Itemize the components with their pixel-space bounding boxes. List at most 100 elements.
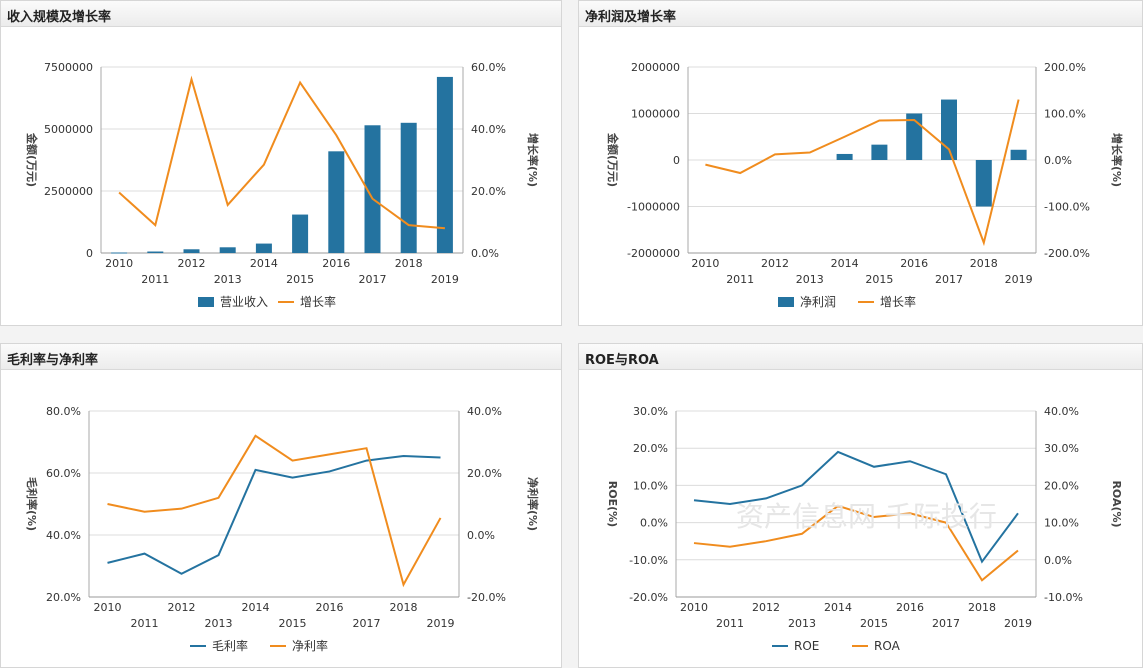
panel-net-profit: 净利润及增长率 2000000 1000000 0 -1000000 -2000000 2…	[578, 0, 1143, 326]
right-axis-title: 净利率(%)	[526, 477, 540, 531]
left-axis-title: 金额(万元)	[606, 132, 620, 187]
left-tick-label: 1000000	[631, 108, 680, 121]
x-tick-label: 2015	[865, 273, 893, 286]
legend-label: 净利率	[292, 638, 328, 653]
x-tick-label: 2019	[427, 617, 455, 630]
x-tick-label: 2017	[932, 617, 960, 630]
right-tick-label: 40.0%	[467, 405, 502, 418]
right-tick-label: 200.0%	[1044, 61, 1086, 74]
right-tick-label: 40.0%	[471, 123, 506, 136]
right-tick-label: 60.0%	[471, 61, 506, 74]
x-tick-label: 2018	[970, 257, 998, 270]
left-tick-label: 10.0%	[633, 479, 668, 492]
x-tick-label: 2012	[752, 601, 780, 614]
x-tick-label: 2010	[680, 601, 708, 614]
legend-swatch	[198, 297, 214, 307]
x-tick-label: 2016	[322, 257, 350, 270]
left-tick-label: 60.0%	[46, 467, 81, 480]
bar	[436, 76, 453, 253]
legend-label: 毛利率	[212, 638, 248, 653]
x-tick-label: 2015	[279, 617, 307, 630]
x-tick-label: 2014	[831, 257, 859, 270]
right-axis-title: 增长率(%)	[526, 133, 540, 187]
x-tick-label: 2015	[286, 273, 314, 286]
watermark: 资产信息网 千际投行	[736, 500, 997, 533]
x-tick-label: 2010	[105, 257, 133, 270]
left-tick-label: 5000000	[44, 123, 93, 136]
x-tick-label: 2014	[242, 601, 270, 614]
left-tick-label: 20.0%	[46, 591, 81, 604]
x-tick-label: 2019	[1005, 273, 1033, 286]
left-tick-label: 0.0%	[640, 517, 668, 530]
right-series-line	[693, 504, 1019, 582]
bar	[1010, 149, 1027, 160]
left-tick-label: 0	[86, 247, 93, 260]
x-tick-label: 2010	[691, 257, 719, 270]
left-series-line	[693, 450, 1019, 564]
right-tick-label: -200.0%	[1044, 247, 1090, 260]
x-tick-label: 2017	[935, 273, 963, 286]
bar	[255, 243, 272, 253]
x-tick-label: 2013	[205, 617, 233, 630]
x-tick-label: 2012	[168, 601, 196, 614]
legend-label: ROA	[874, 639, 901, 653]
left-tick-label: 7500000	[44, 61, 93, 74]
left-tick-label: 40.0%	[46, 529, 81, 542]
x-tick-label: 2017	[359, 273, 387, 286]
panel-title: 净利润及增长率	[585, 10, 677, 25]
left-axis-title: 金额(万元)	[25, 132, 39, 187]
margins-chart: 80.0% 60.0% 40.0% 20.0% 40.0% 20.0% 0.0% -20.0%…	[25, 405, 540, 653]
bar	[975, 160, 992, 207]
left-tick-label: 0	[673, 154, 680, 167]
right-tick-label: 40.0%	[1044, 405, 1079, 418]
legend-swatch	[778, 297, 794, 307]
right-tick-label: 30.0%	[1044, 442, 1079, 455]
x-tick-label: 2012	[761, 257, 789, 270]
left-tick-label: -10.0%	[629, 554, 668, 567]
right-tick-label: 0.0%	[1044, 154, 1072, 167]
panel-margins: 毛利率与净利率 80.0% 60.0% 40.0% 20.0% 40.0% 20.0% 0.…	[0, 343, 562, 668]
panel-roe-roa: ROE与ROA 30.0% 20.0% 10.0% 0.0% -10.0% -20.0% 4…	[578, 343, 1143, 668]
left-tick-label: 80.0%	[46, 405, 81, 418]
bar	[906, 113, 923, 160]
left-tick-label: 2500000	[44, 185, 93, 198]
x-tick-label: 2013	[796, 273, 824, 286]
x-tick-label: 2014	[250, 257, 278, 270]
panel-header: 毛利率与净利率	[1, 344, 561, 370]
right-tick-label: 20.0%	[467, 467, 502, 480]
bar	[836, 153, 853, 160]
bar	[364, 125, 381, 253]
x-tick-label: 2017	[353, 617, 381, 630]
x-tick-label: 2010	[94, 601, 122, 614]
panel-header: 收入规模及增长率	[1, 1, 561, 27]
legend-label: 增长率	[300, 294, 336, 309]
legend-label: 增长率	[880, 294, 916, 309]
bar	[147, 251, 164, 253]
x-tick-label: 2011	[131, 617, 159, 630]
x-tick-label: 2019	[1004, 617, 1032, 630]
panel-revenue: 收入规模及增长率 7500000 5000000 2500000 0 60.0% 40.0…	[0, 0, 562, 326]
left-tick-label: -2000000	[627, 247, 680, 260]
right-tick-label: 0.0%	[467, 529, 495, 542]
x-tick-label: 2016	[896, 601, 924, 614]
left-series-line	[107, 454, 441, 575]
bar	[219, 247, 236, 253]
panel-header: 净利润及增长率	[579, 1, 1142, 27]
x-tick-label: 2018	[395, 257, 423, 270]
legend-label: 净利润	[800, 295, 836, 309]
revenue-chart: 7500000 5000000 2500000 0 60.0% 40.0% 20.0% 0.0…	[25, 61, 540, 309]
right-axis-title: 增长率(%)	[1110, 133, 1124, 187]
panel-title: 毛利率与净利率	[7, 353, 99, 368]
bar	[111, 252, 128, 254]
left-tick-label: 30.0%	[633, 405, 668, 418]
right-tick-label: -100.0%	[1044, 201, 1090, 214]
panel-header: ROE与ROA	[579, 344, 1142, 370]
right-axis-title: ROA(%)	[1110, 480, 1123, 527]
right-tick-label: 20.0%	[1044, 479, 1079, 492]
left-tick-label: -20.0%	[629, 591, 668, 604]
right-tick-label: 100.0%	[1044, 108, 1086, 121]
x-tick-label: 2016	[900, 257, 928, 270]
x-tick-label: 2019	[431, 273, 459, 286]
x-tick-label: 2011	[716, 617, 744, 630]
right-tick-label: 10.0%	[1044, 517, 1079, 530]
